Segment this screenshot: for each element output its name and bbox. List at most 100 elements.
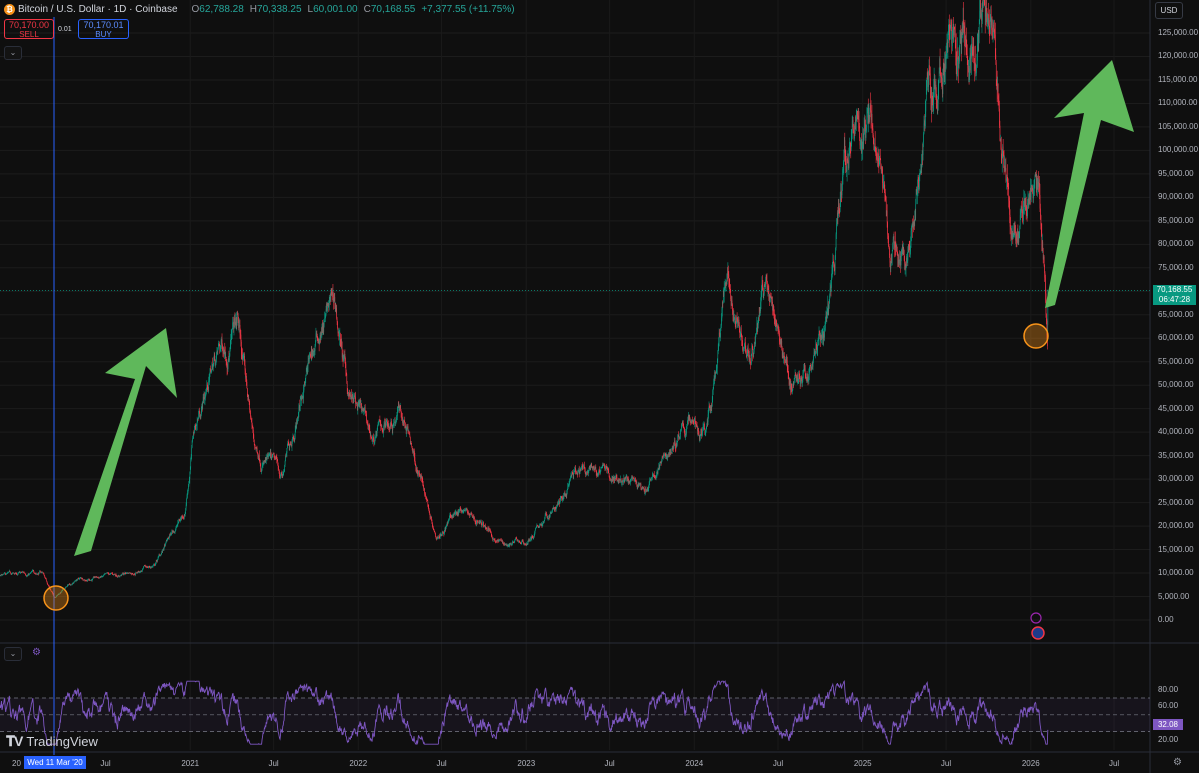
candle-body xyxy=(616,477,618,481)
candle-body xyxy=(351,396,353,399)
candle-body xyxy=(713,380,715,384)
candle-body xyxy=(569,479,571,481)
candle-body xyxy=(392,427,394,430)
candle-body xyxy=(621,482,622,483)
candle-body xyxy=(15,572,17,574)
candle-body xyxy=(145,565,146,567)
candle-body xyxy=(491,532,492,535)
candle-body xyxy=(848,162,849,169)
candle-body xyxy=(1025,205,1027,211)
candle-body xyxy=(941,78,943,86)
candle-body xyxy=(498,540,500,542)
candle-body xyxy=(93,576,95,578)
candle-body xyxy=(505,543,507,545)
candle-body xyxy=(741,335,743,341)
candle-body xyxy=(44,576,46,578)
candle-body xyxy=(462,511,464,513)
currency-selector[interactable]: USD xyxy=(1155,2,1183,19)
candle-body xyxy=(99,576,101,578)
buy-button[interactable]: 70,170.01 BUY xyxy=(78,19,129,39)
candle-body xyxy=(619,479,621,482)
candle-body xyxy=(778,329,780,334)
candle-body xyxy=(91,579,93,581)
candle-body xyxy=(177,522,179,525)
candle-body xyxy=(691,421,692,423)
candle-body xyxy=(318,340,320,345)
candle-body xyxy=(340,340,342,343)
sell-button[interactable]: 70,170.00 SELL xyxy=(4,19,54,39)
candle-body xyxy=(367,422,369,427)
up-arrow[interactable] xyxy=(74,328,177,556)
candle-body xyxy=(151,566,153,568)
candle-body xyxy=(398,407,400,411)
up-arrow[interactable] xyxy=(1045,60,1134,308)
candle-body xyxy=(759,307,761,312)
candle-body xyxy=(340,342,342,344)
candle-body xyxy=(450,514,451,517)
candle-body xyxy=(665,455,666,456)
candle-body xyxy=(995,34,996,55)
candlestick-series[interactable] xyxy=(0,0,1049,598)
candle-body xyxy=(478,521,479,523)
rsi-settings-icon[interactable]: ⚙ xyxy=(32,647,41,658)
candle-body xyxy=(62,588,64,590)
candle-body xyxy=(807,376,808,381)
candle-body xyxy=(115,574,117,576)
candle-body xyxy=(795,374,796,376)
candle-body xyxy=(70,584,72,585)
candle-body xyxy=(287,441,289,446)
candle-body xyxy=(740,333,741,336)
candle-body xyxy=(714,376,715,381)
candle-body xyxy=(518,540,519,542)
candle-body xyxy=(403,422,404,425)
candle-body xyxy=(46,579,47,582)
candle-body xyxy=(397,406,399,413)
highlight-circle[interactable] xyxy=(43,585,69,611)
event-flag-icon[interactable] xyxy=(1031,626,1045,640)
candle-body xyxy=(142,569,143,571)
candle-body xyxy=(258,455,260,459)
candle-body xyxy=(821,336,822,339)
settings-icon[interactable]: ⚙ xyxy=(1173,757,1182,768)
candle-body xyxy=(98,577,100,579)
candle-body xyxy=(816,347,818,352)
price-tick-label: 10,000.00 xyxy=(1158,568,1194,578)
candle-body xyxy=(275,458,276,459)
candle-body xyxy=(233,322,234,329)
tradingview-logo[interactable]: 𝐓V TradingView xyxy=(6,733,98,750)
candle-body xyxy=(187,488,189,494)
rsi-pane[interactable] xyxy=(0,680,1150,746)
symbol-title[interactable]: Bitcoin / U.S. Dollar · 1D · Coinbase xyxy=(18,3,178,15)
candle-body xyxy=(65,587,66,589)
event-flash-icon[interactable] xyxy=(1030,612,1042,624)
candle-body xyxy=(69,584,71,585)
candle-body xyxy=(553,507,554,509)
candle-body xyxy=(473,516,475,518)
candle-body xyxy=(634,477,636,480)
candle-body xyxy=(950,22,952,30)
candle-body xyxy=(584,469,586,473)
candle-body xyxy=(775,321,776,327)
candle-body xyxy=(41,571,42,573)
collapse-rsi-button[interactable]: ⌄ xyxy=(4,647,22,661)
candle-body xyxy=(716,369,717,374)
candle-body xyxy=(441,535,442,536)
candle-body xyxy=(108,572,109,574)
candle-body xyxy=(94,577,95,578)
candle-body xyxy=(1024,198,1025,206)
candle-body xyxy=(207,383,208,386)
candle-body xyxy=(423,488,425,490)
candle-body xyxy=(860,142,861,146)
candle-body xyxy=(419,472,420,475)
drawings[interactable] xyxy=(43,60,1134,611)
candle-body xyxy=(517,540,518,542)
candle-body xyxy=(445,529,446,530)
collapse-legend-button[interactable]: ⌄ xyxy=(4,46,22,60)
candle-body xyxy=(563,496,564,500)
candle-body xyxy=(449,516,450,520)
candle-body xyxy=(960,33,961,35)
candle-body xyxy=(903,251,905,261)
candle-body xyxy=(146,566,147,568)
highlight-circle[interactable] xyxy=(1023,323,1049,349)
